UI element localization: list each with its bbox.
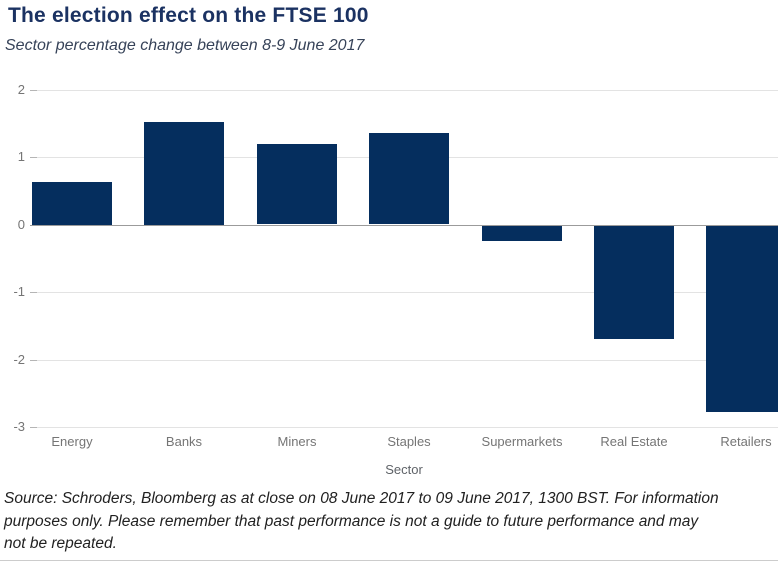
y-axis-tickmark <box>30 157 37 158</box>
bar-real-estate[interactable] <box>594 226 674 339</box>
y-axis-tick-label: 0 <box>17 217 25 232</box>
bar-staples[interactable] <box>369 133 449 224</box>
bar-miners[interactable] <box>257 144 337 224</box>
zero-baseline <box>30 225 778 226</box>
y-axis-tick-label: 1 <box>17 149 25 164</box>
y-axis-tick-label: -1 <box>13 284 25 299</box>
bottom-divider <box>0 560 778 561</box>
x-axis-label-real-estate: Real Estate <box>600 434 668 449</box>
gridline <box>30 292 778 293</box>
y-axis-tickmark <box>30 427 37 428</box>
y-axis-tickmark <box>30 360 37 361</box>
y-axis-tick-label: 2 <box>17 82 25 97</box>
x-axis-label-retailers: Retailers <box>720 434 772 449</box>
x-axis-label-supermarkets: Supermarkets <box>481 434 563 449</box>
gridline <box>30 427 778 428</box>
y-axis-tick-label: -3 <box>13 419 25 434</box>
chart-title: The election effect on the FTSE 100 <box>8 4 369 27</box>
x-axis-label-banks: Banks <box>165 434 203 449</box>
x-axis-label-staples: Staples <box>387 434 431 449</box>
y-axis-tickmark <box>30 90 37 91</box>
source-note-line: purposes only. Please remember that past… <box>4 512 699 530</box>
source-note-line: Source: Schroders, Bloomberg as at close… <box>4 490 719 507</box>
x-axis-label-energy: Energy <box>51 434 93 449</box>
x-axis-label-miners: Miners <box>277 434 317 449</box>
bar-banks[interactable] <box>144 122 224 225</box>
bar-retailers[interactable] <box>706 226 778 412</box>
chart-subtitle: Sector percentage change between 8-9 Jun… <box>5 37 365 54</box>
source-note: Source: Schroders, Bloomberg as at close… <box>4 488 776 556</box>
bar-supermarkets[interactable] <box>482 226 562 241</box>
gridline <box>30 360 778 361</box>
x-axis-title: Sector <box>385 462 423 477</box>
source-note-line: not be repeated. <box>4 535 117 552</box>
y-axis-tick-label: -2 <box>13 352 25 367</box>
gridline <box>30 90 778 91</box>
bar-energy[interactable] <box>32 182 112 225</box>
y-axis-tickmark <box>30 292 37 293</box>
plot-area: 2 1 0 -1 -2 -3 Energy Banks Miners Staples Superma… <box>13 82 778 449</box>
